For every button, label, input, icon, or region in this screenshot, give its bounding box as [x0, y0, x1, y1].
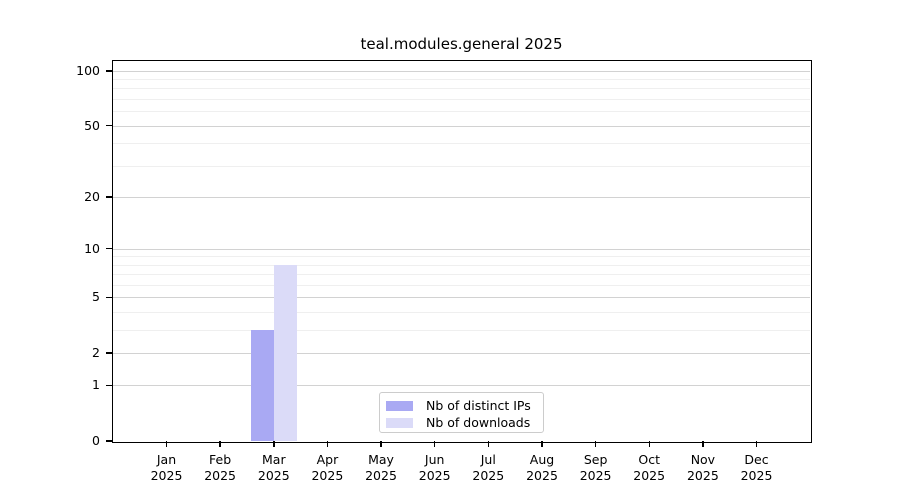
legend-swatch-downloads-icon: [386, 417, 413, 428]
gridline-y-5: [113, 297, 810, 299]
y-tick-label-100: 100: [76, 62, 100, 78]
legend-item-downloads: Nb of downloads: [386, 414, 535, 431]
gridline-y-80: [113, 88, 810, 90]
gridline-y-9: [113, 256, 810, 258]
y-tick-1: [105, 384, 112, 387]
y-tick-20: [105, 196, 112, 198]
bar-nb-of-distinct-ips-mar-2025: [250, 329, 274, 441]
x-tick-label-apr-2025: Apr 2025: [311, 452, 344, 483]
bar-nb-of-downloads-mar-2025: [273, 264, 297, 441]
x-tick-aug-2025: [541, 441, 543, 447]
x-tick-jul-2025: [487, 441, 490, 447]
x-tick-label-oct-2025: Oct 2025: [633, 452, 666, 483]
gridline-y-8: [113, 264, 810, 266]
x-tick-label-dec-2025: Dec 2025: [740, 452, 773, 483]
x-tick-feb-2025: [219, 441, 221, 447]
legend-swatch-distinct-ips-icon: [386, 400, 413, 411]
chart-title: teal.modules.general 2025: [360, 35, 563, 53]
x-tick-label-jan-2025: Jan 2025: [150, 452, 183, 483]
y-tick-label-5: 5: [92, 289, 100, 305]
y-tick-label-1: 1: [92, 377, 100, 393]
y-tick-50: [105, 124, 112, 127]
gridline-y-1: [113, 385, 810, 387]
x-tick-label-aug-2025: Aug 2025: [526, 452, 558, 483]
gridline-y-7: [113, 274, 810, 276]
x-tick-sep-2025: [594, 441, 597, 447]
x-tick-label-may-2025: May 2025: [365, 452, 397, 483]
y-tick-5: [105, 296, 112, 298]
x-tick-label-nov-2025: Nov 2025: [686, 452, 719, 483]
x-tick-oct-2025: [648, 441, 650, 447]
legend-label-downloads: Nb of downloads: [426, 415, 531, 430]
gridline-y-3: [113, 329, 810, 331]
x-tick-nov-2025: [702, 441, 704, 447]
y-tick-label-0: 0: [92, 433, 100, 448]
y-tick-label-50: 50: [84, 117, 100, 133]
y-tick-10: [105, 247, 112, 250]
gridline-y-50: [113, 125, 810, 127]
y-tick-0: [105, 440, 112, 442]
x-tick-apr-2025: [326, 441, 329, 447]
legend: Nb of distinct IPs Nb of downloads: [379, 392, 544, 433]
x-tick-mar-2025: [273, 441, 275, 447]
x-tick-dec-2025: [755, 441, 758, 447]
y-tick-2: [105, 352, 112, 354]
x-tick-label-mar-2025: Mar 2025: [257, 452, 290, 483]
x-tick-label-sep-2025: Sep 2025: [579, 452, 612, 483]
y-tick-label-20: 20: [84, 188, 100, 204]
plot-area: Nb of distinct IPs Nb of downloads: [113, 61, 810, 441]
y-tick-label-10: 10: [84, 240, 100, 256]
gridline-y-100: [113, 70, 810, 72]
x-tick-may-2025: [380, 441, 382, 447]
x-tick-jun-2025: [433, 441, 436, 447]
legend-label-distinct-ips: Nb of distinct IPs: [426, 398, 531, 413]
gridline-y-30: [113, 165, 810, 167]
gridline-y-60: [113, 111, 810, 113]
gridline-y-4: [113, 311, 810, 313]
x-tick-label-feb-2025: Feb 2025: [204, 452, 236, 483]
gridline-y-40: [113, 143, 810, 144]
gridline-y-70: [113, 99, 810, 100]
gridline-y-10: [113, 248, 810, 250]
x-tick-label-jul-2025: Jul 2025: [472, 452, 505, 483]
x-tick-label-jun-2025: Jun 2025: [418, 452, 451, 483]
gridline-y-20: [113, 196, 810, 198]
y-tick-100: [105, 70, 112, 72]
legend-item-distinct-ips: Nb of distinct IPs: [386, 397, 535, 414]
gridline-y-6: [113, 284, 810, 286]
gridline-y-2: [113, 352, 810, 354]
x-tick-jan-2025: [165, 441, 168, 447]
gridline-y-90: [113, 79, 810, 81]
y-tick-label-2: 2: [92, 344, 100, 360]
